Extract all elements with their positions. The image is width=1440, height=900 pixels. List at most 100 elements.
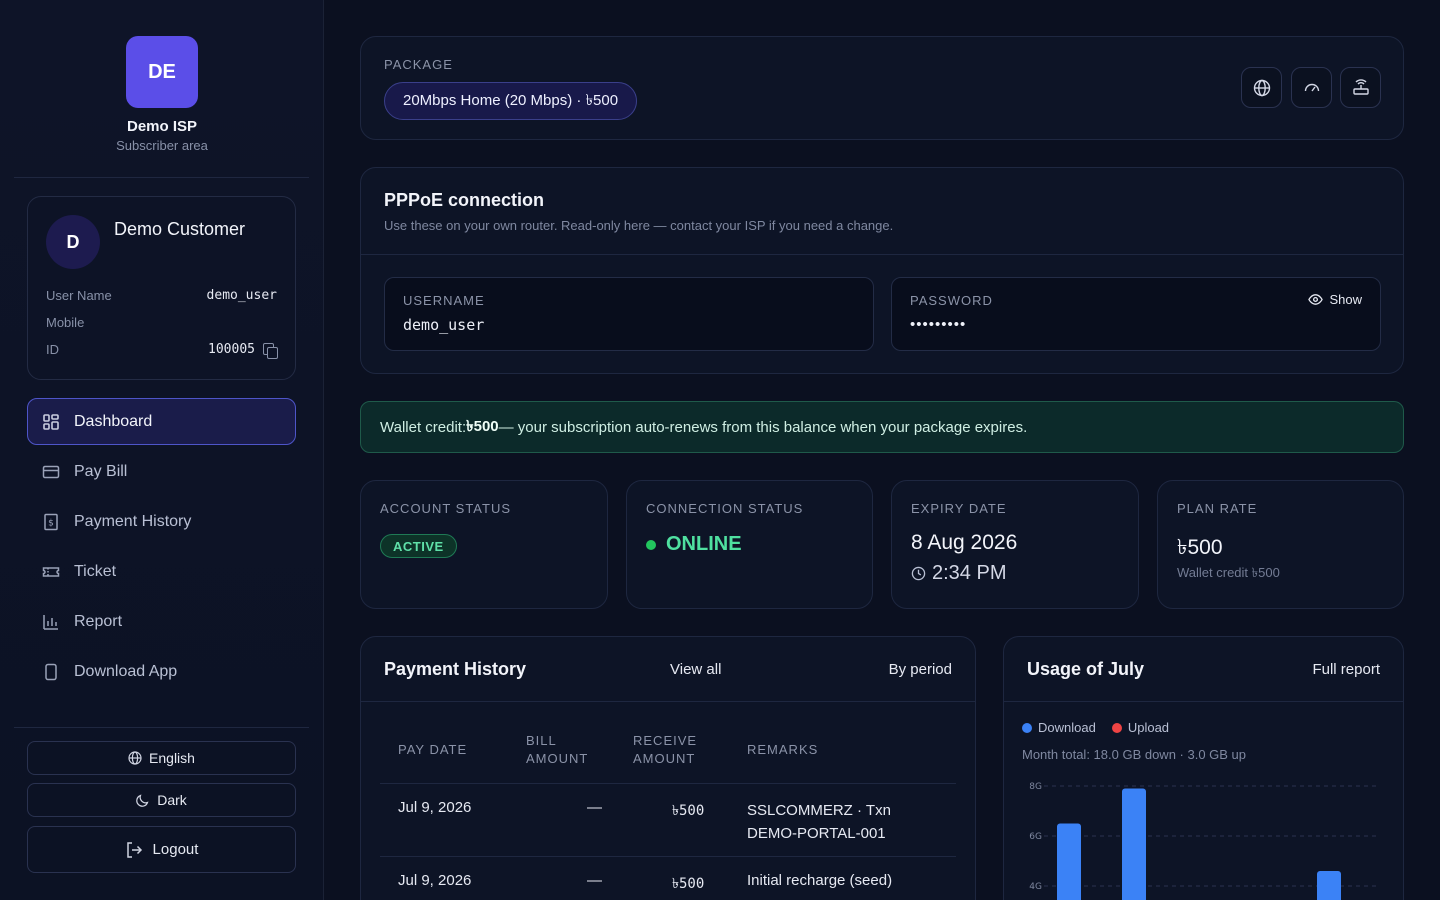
sidebar-item-download-app[interactable]: Download App — [27, 648, 296, 695]
profile-id-group: 100005 — [208, 342, 278, 359]
account-status-card: ACCOUNT STATUS ACTIVE — [360, 480, 608, 609]
show-password-button[interactable]: Show — [1308, 292, 1362, 307]
gauge-icon — [1304, 83, 1319, 91]
legend-download[interactable]: Download — [1022, 720, 1096, 735]
column-header: PAY DATE — [398, 742, 468, 757]
speed-test-button[interactable] — [1291, 67, 1332, 108]
divider — [361, 254, 1403, 255]
theme-label: Dark — [157, 792, 187, 808]
plan-rate-card: PLAN RATE ৳500 Wallet credit ৳500 — [1157, 480, 1404, 609]
sidebar-item-label: Ticket — [74, 562, 117, 580]
sidebar-item-ticket[interactable]: Ticket — [27, 548, 296, 595]
connection-status-card: CONNECTION STATUS ONLINE — [626, 480, 873, 609]
sidebar-item-report[interactable]: Report — [27, 598, 296, 645]
receipt-icon: $ — [42, 513, 60, 531]
download-bar[interactable] — [1057, 823, 1081, 900]
router-button[interactable] — [1340, 67, 1381, 108]
download-bar[interactable] — [1122, 788, 1146, 900]
phone-icon — [42, 663, 60, 681]
profile-value: 100005 — [208, 342, 255, 357]
sidebar-item-label: Pay Bill — [74, 462, 128, 480]
usage-chart: 8G 6G 4G — [1029, 782, 1376, 900]
package-label: PACKAGE — [384, 57, 453, 72]
username-field: USERNAME demo_user — [384, 277, 874, 351]
payment-history-title: Payment History — [384, 659, 527, 679]
online-dot-icon — [646, 539, 656, 550]
profile-label: ID — [46, 342, 59, 357]
username-label: USERNAME — [403, 293, 485, 308]
status-badge: ACTIVE — [380, 534, 457, 558]
brand: DE Demo ISP Subscriber area — [0, 36, 324, 153]
globe-icon — [1253, 79, 1270, 96]
connection-status: ONLINE — [646, 533, 742, 556]
package-pill: 20Mbps Home (20 Mbps) · ৳500 — [384, 82, 638, 120]
column-header: REMARKS — [747, 742, 819, 757]
theme-toggle-button[interactable]: Dark — [27, 783, 296, 817]
profile-row-mobile: Mobile — [46, 315, 277, 330]
expiry-time-value: 2:34 PM — [932, 562, 1007, 584]
language-label: English — [149, 750, 195, 766]
credit-card-icon — [42, 463, 60, 481]
legend-label: Upload — [1127, 720, 1170, 735]
profile-label: User Name — [46, 288, 112, 303]
usage-card: Usage of July Full report Download Uploa… — [1003, 636, 1404, 900]
pay-date: Jul 9, 2026 — [398, 872, 472, 889]
payment-history-card: Payment History View all By period PAY D… — [360, 636, 976, 900]
sidebar-item-label: Payment History — [74, 512, 192, 530]
password-value: ••••••••• — [910, 316, 967, 333]
brand-subtitle: Subscriber area — [116, 138, 208, 153]
profile-row-username: User Name demo_user — [46, 288, 277, 303]
pay-date: Jul 9, 2026 — [398, 799, 472, 816]
logout-button[interactable]: Logout — [27, 826, 296, 873]
moon-icon — [136, 794, 149, 807]
globe-button[interactable] — [1241, 67, 1282, 108]
y-tick-label: 8G — [1029, 782, 1042, 792]
sidebar: DE Demo ISP Subscriber area D Demo Custo… — [0, 0, 324, 900]
view-all-link[interactable]: View all — [670, 661, 722, 678]
username-value: demo_user — [403, 316, 485, 334]
sidebar-item-payment-history[interactable]: $ Payment History — [27, 498, 296, 545]
legend-upload[interactable]: Upload — [1111, 720, 1170, 735]
avatar: D — [46, 215, 100, 269]
full-report-link[interactable]: Full report — [1312, 661, 1380, 678]
package-card: PACKAGE 20Mbps Home (20 Mbps) · ৳500 — [360, 36, 1404, 140]
wallet-prefix: Wallet credit: — [380, 418, 467, 436]
plan-rate-sub: Wallet credit ৳500 — [1177, 565, 1280, 580]
sidebar-item-label: Dashboard — [74, 412, 153, 430]
divider — [1004, 701, 1403, 702]
wallet-banner: Wallet credit: ৳500 — your subscription … — [360, 401, 1404, 453]
wallet-amount: ৳500 — [466, 417, 499, 435]
copy-icon[interactable] — [263, 342, 278, 359]
remarks: SSLCOMMERZ · Txn DEMO-PORTAL-001 — [747, 802, 891, 842]
bill-amount: — — [587, 872, 602, 889]
router-icon — [1352, 78, 1369, 95]
legend-swatch-icon — [1111, 722, 1122, 733]
connection-value: ONLINE — [666, 533, 742, 555]
sidebar-item-pay-bill[interactable]: Pay Bill — [27, 448, 296, 495]
pppoe-subtitle: Use these on your own router. Read-only … — [384, 218, 894, 233]
chart-legend: Download Upload — [1022, 720, 1169, 735]
divider — [14, 177, 309, 178]
password-label: PASSWORD — [910, 293, 993, 308]
y-tick-label: 6G — [1029, 832, 1042, 842]
profile-card: D Demo Customer User Name demo_user Mobi… — [27, 196, 296, 380]
legend-label: Download — [1038, 720, 1096, 735]
bar-chart-icon — [42, 613, 60, 631]
divider — [380, 783, 956, 784]
sidebar-item-dashboard[interactable]: Dashboard — [27, 398, 296, 445]
brand-name: Demo ISP — [126, 118, 198, 135]
profile-value: demo_user — [206, 288, 277, 303]
column-header: RECEIVE AMOUNT — [633, 733, 698, 766]
logout-label: Logout — [152, 841, 199, 858]
download-bar[interactable] — [1317, 871, 1341, 900]
usage-title: Usage of July — [1027, 659, 1145, 679]
divider — [14, 727, 309, 728]
expiry-date-card: EXPIRY DATE 8 Aug 2026 2:34 PM — [891, 480, 1139, 609]
profile-name: Demo Customer — [114, 219, 246, 239]
language-button[interactable]: English — [27, 741, 296, 775]
by-period-link[interactable]: By period — [888, 661, 952, 678]
divider — [361, 701, 975, 702]
profile-row-id: ID 100005 — [46, 342, 278, 359]
pppoe-title: PPPoE connection — [384, 190, 545, 210]
plan-rate-label: PLAN RATE — [1177, 501, 1258, 516]
